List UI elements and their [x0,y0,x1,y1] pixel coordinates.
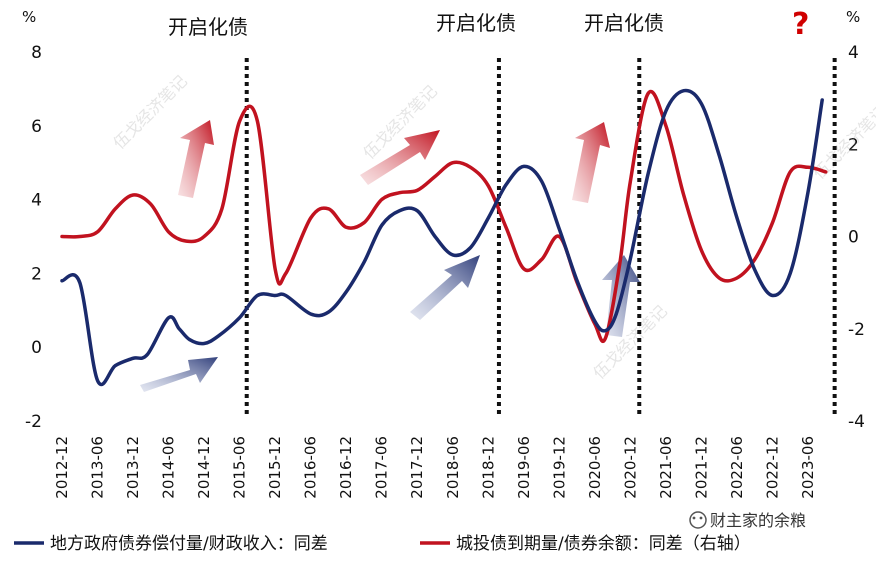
y-tick-label-left: 0 [31,338,42,358]
y-tick-label-left: -2 [25,412,42,432]
x-tick-label: 2018-06 [444,436,462,499]
annotation-label: 开启化债 [584,11,664,35]
blue-arrow-icon [140,357,218,392]
y-tick-label-left: 4 [31,191,42,211]
series-line-chengtou [60,89,828,344]
x-tick-label: 2016-12 [337,436,355,499]
x-tick-label: 2015-12 [266,436,284,499]
y-tick-label-left: 8 [31,43,42,63]
y-tick-label-right: 0 [848,228,859,248]
y-tick-label-left: 6 [31,117,42,137]
x-tick-label: 2017-06 [373,436,391,499]
red-arrow-icon [572,122,610,203]
x-tick-label: 2022-12 [763,436,781,499]
right-axis-unit: % [846,8,860,26]
policy-markers [244,58,837,418]
annotation-label: 开启化债 [168,15,248,39]
question-mark: ? [792,7,809,42]
x-tick-label: 2018-12 [479,436,497,499]
y-tick-label-right: -4 [848,412,865,432]
blue-arrow-icon [410,255,480,320]
x-tick-label: 2013-12 [124,436,142,499]
x-tick-label: 2016-06 [302,436,320,499]
x-tick-label: 2021-12 [692,436,710,499]
x-tick-label: 2014-06 [160,436,178,499]
x-tick-label: 2017-12 [408,436,426,499]
legend-label-local-gov: 地方政府债券偿付量/财政收入：同差 [50,534,328,554]
legend-label-chengtou: 城投债到期量/债券余额：同差（右轴） [456,534,751,554]
x-tick-label: 2019-12 [550,436,568,499]
watermark-text: 伍戈经济笔记 [109,72,190,153]
wechat-icon [689,511,707,529]
annotation-label: 开启化债 [436,11,516,35]
x-tick-label: 2023-06 [799,436,817,499]
left-y-axis: -2 0 2 4 6 8 [25,43,42,432]
trend-arrows [140,120,640,392]
x-tick-label: 2022-06 [728,436,746,499]
y-tick-label-left: 2 [31,264,42,284]
red-arrow-icon [360,130,440,185]
y-tick-label-right: 2 [848,135,859,155]
x-axis: 2012-12 2013-06 2013-12 2014-06 2014-12 2015-… [53,436,817,499]
y-tick-label-right: 4 [848,43,859,63]
x-tick-label: 2012-12 [53,436,71,499]
source-name: 财主家的余粮 [710,511,806,530]
x-tick-label: 2020-12 [621,436,639,499]
x-tick-label: 2019-06 [515,436,533,499]
x-tick-label: 2014-12 [195,436,213,499]
red-arrow-icon [178,120,214,198]
left-axis-unit: % [22,8,36,26]
series-line-local-gov [60,88,824,387]
legend: 地方政府债券偿付量/财政收入：同差 城投债到期量/债券余额：同差（右轴） [14,534,751,554]
source-watermark: 财主家的余粮 [689,511,806,530]
y-tick-label-right: -2 [848,320,865,340]
x-tick-label: 2021-06 [657,436,675,499]
x-tick-label: 2015-06 [231,436,249,499]
right-y-axis: -4 -2 0 2 4 [848,43,865,432]
x-tick-label: 2013-06 [89,436,107,499]
x-tick-label: 2020-06 [586,436,604,499]
